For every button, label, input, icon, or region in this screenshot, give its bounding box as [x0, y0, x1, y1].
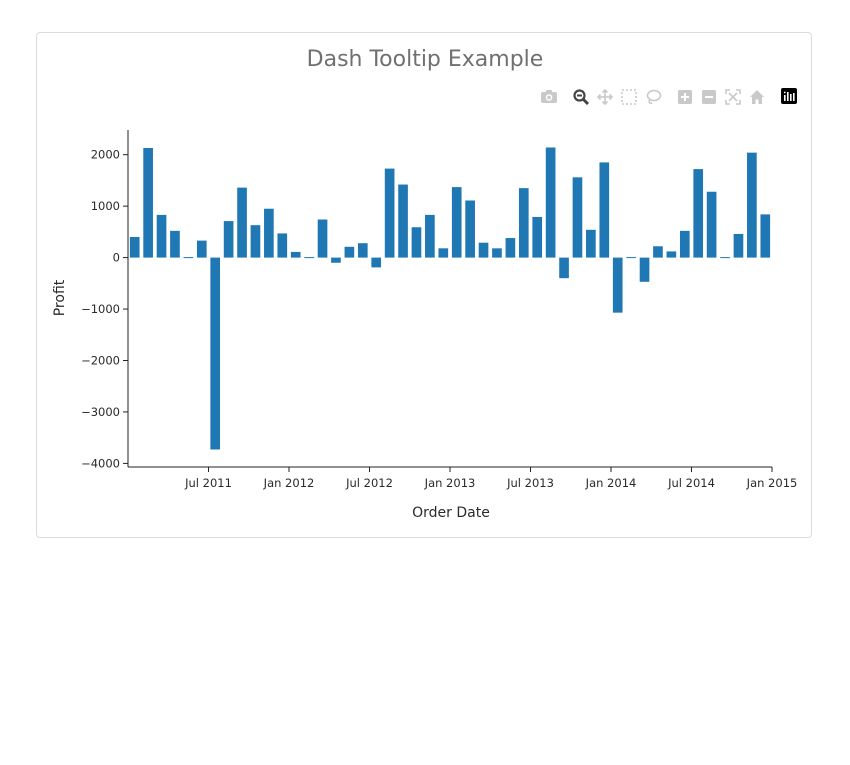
bar[interactable] — [532, 216, 543, 258]
bar[interactable] — [465, 200, 475, 258]
y-tick-label: 1000 — [91, 199, 120, 213]
bar[interactable] — [344, 246, 355, 258]
bar[interactable] — [357, 243, 368, 258]
bar[interactable] — [304, 257, 314, 259]
bar[interactable] — [143, 148, 153, 258]
x-axis-title: Order Date — [412, 505, 490, 521]
bar[interactable] — [706, 191, 717, 258]
bar[interactable] — [666, 251, 677, 258]
bar[interactable] — [518, 188, 529, 258]
pan-icon[interactable] — [596, 88, 614, 106]
bar[interactable] — [626, 257, 636, 259]
x-tick-label: Jul 2011 — [184, 476, 232, 490]
bar[interactable] — [384, 168, 395, 258]
zoom-in-icon[interactable] — [678, 90, 692, 104]
bar[interactable] — [398, 184, 408, 258]
chart-title: Dash Tooltip Example — [307, 47, 544, 72]
bar[interactable] — [183, 257, 194, 259]
x-tick-label: Jan 2013 — [424, 476, 476, 490]
y-tick-label: −2000 — [81, 353, 120, 367]
bar[interactable] — [505, 238, 516, 258]
box-select-icon[interactable] — [621, 89, 637, 105]
bar[interactable] — [317, 219, 328, 258]
zoom-icon[interactable] — [573, 89, 590, 106]
y-tick-label: −3000 — [81, 405, 120, 419]
x-tick-label: Jan 2012 — [263, 476, 315, 490]
bar[interactable] — [478, 242, 489, 258]
bar[interactable] — [572, 177, 583, 258]
bar[interactable] — [411, 227, 422, 258]
x-tick-label: Jan 2015 — [746, 476, 798, 490]
bar[interactable] — [331, 257, 341, 263]
bar[interactable] — [733, 233, 744, 258]
x-tick-label: Jul 2014 — [667, 476, 715, 490]
y-tick-label: 0 — [113, 251, 120, 265]
bar[interactable] — [599, 162, 610, 258]
bar[interactable] — [451, 187, 462, 258]
bar[interactable] — [747, 152, 757, 258]
bar[interactable] — [223, 221, 234, 258]
bar[interactable] — [196, 240, 207, 258]
bar[interactable] — [639, 257, 650, 282]
y-tick-label: 2000 — [91, 148, 120, 162]
bar-chart: Dash Tooltip Example — [52, 47, 797, 521]
bar[interactable] — [277, 233, 288, 258]
x-tick-label: Jul 2013 — [506, 476, 554, 490]
bar[interactable] — [290, 251, 301, 258]
bar[interactable] — [586, 229, 596, 258]
camera-icon[interactable] — [541, 90, 557, 103]
y-tick-label: −4000 — [81, 456, 120, 470]
bar[interactable] — [612, 257, 623, 313]
bar[interactable] — [425, 214, 435, 258]
bar[interactable] — [210, 257, 221, 450]
chart-card: Dash Tooltip Example — [36, 32, 812, 538]
bar[interactable] — [653, 246, 663, 258]
y-axis-title: Profit — [52, 279, 68, 316]
bar[interactable] — [237, 187, 247, 258]
bar[interactable] — [760, 214, 771, 258]
bar[interactable] — [559, 257, 569, 279]
bar[interactable] — [264, 208, 274, 258]
y-tick-label: −1000 — [81, 302, 120, 316]
plotly-logo-icon[interactable] — [781, 88, 797, 104]
bar[interactable] — [720, 257, 730, 259]
modebar — [541, 88, 797, 106]
autoscale-icon[interactable] — [725, 89, 741, 105]
bar[interactable] — [693, 169, 704, 258]
x-tick-label: Jul 2012 — [345, 476, 393, 490]
lasso-select-icon[interactable] — [646, 89, 662, 105]
bar[interactable] — [438, 248, 449, 258]
bar[interactable] — [371, 257, 382, 268]
x-tick-label: Jan 2014 — [585, 476, 637, 490]
bar[interactable] — [679, 230, 690, 258]
bar[interactable] — [156, 214, 167, 258]
plot-area: 2000 1000 0 −1000 −2000 −3000 −4000 Jul 2011 Jan… — [81, 130, 797, 490]
bar[interactable] — [545, 147, 556, 258]
bar[interactable] — [129, 237, 140, 258]
zoom-out-icon[interactable] — [702, 90, 716, 104]
bar[interactable] — [492, 248, 502, 258]
bar[interactable] — [250, 225, 261, 258]
reset-axes-icon[interactable] — [750, 90, 764, 104]
bar[interactable] — [170, 230, 180, 258]
